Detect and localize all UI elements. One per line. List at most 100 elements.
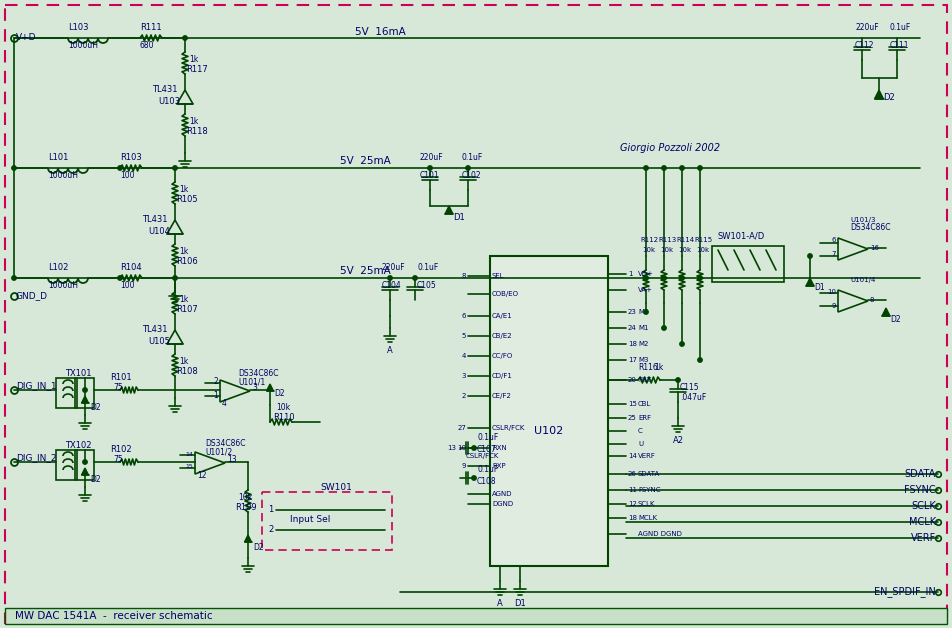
Text: A: A — [387, 346, 393, 355]
Circle shape — [662, 276, 666, 280]
Text: U102: U102 — [534, 426, 564, 436]
Text: 11: 11 — [628, 487, 637, 493]
Text: C111: C111 — [890, 41, 909, 50]
Text: DS34C86C: DS34C86C — [238, 369, 279, 377]
Text: 3: 3 — [252, 384, 257, 392]
Text: 10k: 10k — [238, 494, 252, 502]
Text: MCLK: MCLK — [909, 517, 936, 527]
Circle shape — [83, 388, 88, 392]
Circle shape — [183, 36, 188, 40]
Text: R101: R101 — [110, 374, 131, 382]
Text: R110: R110 — [273, 413, 294, 423]
Bar — [490, 256, 608, 566]
Text: R112: R112 — [640, 237, 658, 243]
Text: 9: 9 — [831, 303, 836, 309]
Text: MW DAC 1541A  -  receiver schematic: MW DAC 1541A - receiver schematic — [15, 611, 212, 621]
Text: R102: R102 — [110, 445, 131, 455]
Text: D1: D1 — [453, 214, 465, 222]
Text: M3: M3 — [638, 357, 648, 363]
Text: CB/E2: CB/E2 — [492, 333, 512, 339]
Text: C105: C105 — [417, 281, 437, 291]
Bar — [56, 378, 94, 408]
Text: 75: 75 — [113, 382, 123, 391]
Circle shape — [173, 276, 177, 280]
Text: SCLK: SCLK — [911, 501, 936, 511]
Text: 1: 1 — [213, 391, 218, 399]
Circle shape — [644, 310, 648, 314]
Text: C108: C108 — [477, 477, 497, 485]
Text: 10: 10 — [827, 289, 836, 295]
Text: 1k: 1k — [179, 185, 188, 195]
Text: R111: R111 — [140, 23, 162, 33]
Text: C112: C112 — [855, 41, 875, 50]
Text: CSLR/FCK: CSLR/FCK — [492, 425, 526, 431]
Text: M0: M0 — [638, 309, 648, 315]
Text: CC/FO: CC/FO — [492, 353, 513, 359]
Text: 5: 5 — [462, 333, 466, 339]
Polygon shape — [82, 468, 89, 475]
Text: TL431: TL431 — [152, 85, 177, 94]
Text: 17: 17 — [628, 357, 637, 363]
Text: C104: C104 — [382, 281, 402, 291]
Text: U101/4: U101/4 — [850, 277, 876, 283]
Circle shape — [680, 276, 684, 280]
Text: DS34C86C: DS34C86C — [850, 224, 890, 232]
Circle shape — [698, 276, 703, 280]
Text: CA/E1: CA/E1 — [492, 313, 513, 319]
Text: FILT: FILT — [638, 377, 651, 383]
Text: 1k: 1k — [179, 247, 188, 256]
Text: VD+: VD+ — [638, 271, 654, 277]
Text: SCLK: SCLK — [638, 501, 656, 507]
Text: L103: L103 — [68, 23, 89, 33]
Polygon shape — [875, 90, 883, 99]
Text: DIG_IN_1: DIG_IN_1 — [16, 381, 56, 391]
Text: DIG_IN_2: DIG_IN_2 — [16, 453, 56, 462]
Text: 10k: 10k — [678, 247, 691, 253]
Circle shape — [11, 166, 16, 170]
Text: 5V  25mA: 5V 25mA — [340, 266, 390, 276]
Text: 18: 18 — [628, 515, 637, 521]
Text: EN_SPDIF_IN: EN_SPDIF_IN — [874, 587, 936, 597]
Text: 680: 680 — [140, 41, 154, 50]
Bar — [5, 608, 947, 624]
Text: AGND: AGND — [492, 491, 512, 497]
Text: CSLR/FCK: CSLR/FCK — [466, 453, 500, 459]
Circle shape — [472, 446, 476, 450]
Text: R104: R104 — [120, 264, 142, 273]
Text: 3: 3 — [462, 373, 466, 379]
Text: C: C — [638, 428, 643, 434]
Text: 20: 20 — [628, 377, 637, 383]
Circle shape — [680, 166, 684, 170]
Text: R116: R116 — [638, 364, 658, 372]
Text: 5V  25mA: 5V 25mA — [340, 156, 390, 166]
Text: 100: 100 — [120, 281, 134, 291]
Text: A2: A2 — [672, 436, 684, 445]
Text: R106: R106 — [176, 256, 198, 266]
Text: 26: 26 — [628, 471, 637, 477]
Text: 1k: 1k — [189, 55, 198, 65]
Text: U101/2: U101/2 — [205, 448, 232, 457]
Text: D2: D2 — [883, 94, 895, 102]
Text: 15: 15 — [186, 465, 193, 470]
Text: C107: C107 — [477, 445, 497, 455]
Text: 2: 2 — [462, 393, 466, 399]
Text: CE/F2: CE/F2 — [492, 393, 512, 399]
Text: SDATA: SDATA — [638, 471, 661, 477]
Text: 1k: 1k — [189, 117, 198, 126]
Text: 220uF: 220uF — [420, 153, 444, 163]
Text: D1: D1 — [514, 599, 526, 608]
Text: 16: 16 — [870, 245, 879, 251]
Text: RXN: RXN — [492, 445, 506, 451]
Text: 1: 1 — [268, 506, 273, 514]
Text: TL431: TL431 — [142, 325, 168, 335]
Circle shape — [662, 326, 666, 330]
Polygon shape — [195, 452, 225, 474]
Circle shape — [808, 254, 812, 258]
Text: COB/EO: COB/EO — [492, 291, 519, 297]
Text: 100: 100 — [120, 171, 134, 180]
Circle shape — [698, 358, 703, 362]
Text: 25: 25 — [628, 415, 637, 421]
Text: SEL: SEL — [492, 273, 505, 279]
Text: FSYNC: FSYNC — [638, 487, 661, 493]
Text: AGND DGND: AGND DGND — [638, 531, 682, 537]
